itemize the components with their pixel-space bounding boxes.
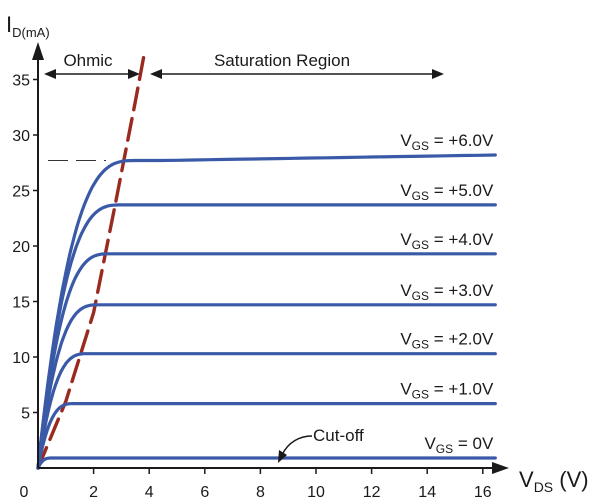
series-label-sub-3: GS [412,289,429,303]
y-tick-label: 10 [12,350,30,367]
series-curve-6 [36,456,497,470]
series-label-sub-0: GS [412,139,429,153]
x-tick-label: 12 [363,484,381,501]
series-curve-1 [36,203,497,470]
series-curve-0 [36,153,497,470]
saturation-right-arrowhead [432,69,444,79]
series-curve-2 [36,252,497,470]
cutoff-pointer-arrowhead [278,450,287,463]
x-tick-label: 10 [307,484,325,501]
series-label-sub-4: GS [412,338,429,352]
y-tick-label: 25 [12,184,30,201]
tick-labels: 0 2 4 6 8 10 12 14 16 5 10 15 20 25 30 35 [12,73,492,502]
ohmic-left-arrowhead [44,69,56,79]
boundary-dashed-line [36,55,146,470]
x-tick-label: 2 [89,484,98,501]
x-axis-title-unit: (V) [553,467,588,492]
series-curve-3 [36,303,497,470]
y-tick-label: 30 [12,128,30,145]
x-tick-label: 16 [474,484,492,501]
series-label-3: VGS = +3.0V [400,281,494,303]
cutoff-label: Cut-off [313,426,364,445]
series-label-2: VGS = +4.0V [400,230,494,252]
x-tick-label: 8 [256,484,265,501]
y-tick-label: 5 [21,406,30,423]
x-tick-label: 14 [418,484,436,501]
x-axis-title-main: V [519,467,534,492]
series-label-value-5: = +1.0V [429,380,494,399]
series-label-prefix-5: V [400,380,412,399]
x-tick-label: 6 [200,484,209,501]
series-label-value-6: = 0V [453,434,494,453]
series-label-0: VGS = +6.0V [400,131,494,153]
series-label-value-0: = +6.0V [429,131,494,150]
series-label-prefix-0: V [400,131,412,150]
x-axis-title: VDS (V) [519,467,589,495]
y-axis-title-main: I [6,12,12,37]
y-tick-label: 35 [12,73,30,90]
series-label-prefix-2: V [400,230,412,249]
series-label-prefix-6: V [424,434,436,453]
series-label-sub-5: GS [412,388,429,402]
x-axis-title-sub: DS [534,479,553,495]
series-label-prefix-4: V [400,330,412,349]
series-label-6: VGS = 0V [424,434,494,456]
y-tick-label: 20 [12,239,30,256]
y-axis-title-sub: D(mA) [12,25,50,40]
cutoff-pointer-line [281,435,313,456]
ohmic-right-arrowhead [128,69,140,79]
saturation-label: Saturation Region [214,51,350,70]
y-tick-label: 15 [12,295,30,312]
series-label-5: VGS = +1.0V [400,380,494,402]
series-label-value-2: = +4.0V [429,230,494,249]
series-label-prefix-3: V [400,281,412,300]
series-label-sub-6: GS [436,442,453,456]
series-label-value-4: = +2.0V [429,330,494,349]
series-label-prefix-1: V [400,181,412,200]
x-tick-label: 4 [145,484,154,501]
series-label-4: VGS = +2.0V [400,330,494,352]
saturation-left-arrowhead [150,69,162,79]
x-tick-label: 0 [20,484,29,501]
series-label-value-1: = +5.0V [429,181,494,200]
series-curves [36,153,497,470]
series-label-1: VGS = +5.0V [400,181,494,203]
axes [32,42,509,474]
series-label-sub-1: GS [412,189,429,203]
series-curve-4 [36,352,497,470]
series-curve-5 [36,402,497,470]
y-axis-arrowhead [32,42,44,60]
ohmic-label: Ohmic [63,51,113,70]
x-axis-arrowhead [492,462,509,474]
region-annotations: Ohmic Saturation Region Cut-off [44,51,444,463]
series-label-sub-2: GS [412,238,429,252]
series-label-value-3: = +3.0V [429,281,494,300]
y-axis-title: ID(mA) [6,12,50,40]
ohmic-boundary-line [36,55,146,470]
